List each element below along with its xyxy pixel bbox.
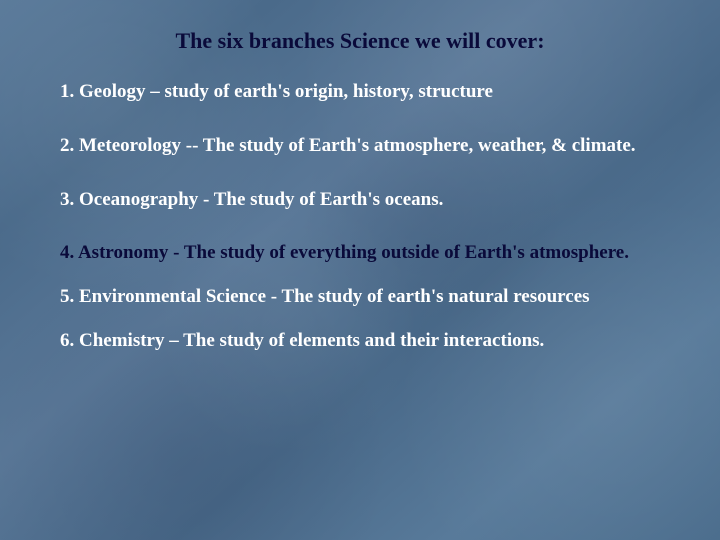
slide: The six branches Science we will cover: … (0, 0, 720, 540)
list-item: 4. Astronomy - The study of everything o… (106, 241, 660, 265)
list-item: 6. Chemistry – The study of elements and… (106, 329, 660, 353)
spacer (60, 309, 660, 329)
spacer (60, 104, 660, 134)
list-item: 2. Meteorology -- The study of Earth's a… (106, 134, 660, 158)
slide-title: The six branches Science we will cover: (60, 28, 660, 54)
list-item: 1. Geology – study of earth's origin, hi… (106, 80, 660, 104)
spacer (60, 211, 660, 241)
spacer (60, 158, 660, 188)
list-item: 5. Environmental Science - The study of … (106, 285, 660, 309)
list-item: 3. Oceanography - The study of Earth's o… (106, 188, 660, 212)
spacer (60, 265, 660, 285)
